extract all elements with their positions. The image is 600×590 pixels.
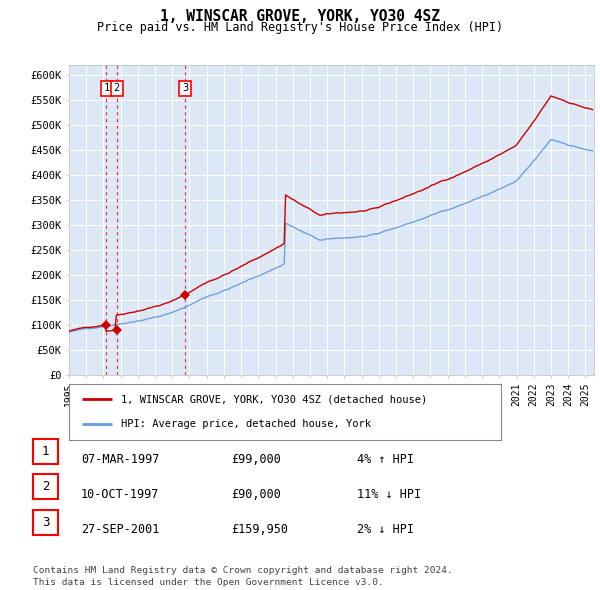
Text: 1: 1 xyxy=(42,445,49,458)
Text: 1: 1 xyxy=(103,83,109,93)
Text: 4% ↑ HPI: 4% ↑ HPI xyxy=(357,453,414,466)
Text: 3: 3 xyxy=(182,83,188,93)
Text: 1, WINSCAR GROVE, YORK, YO30 4SZ: 1, WINSCAR GROVE, YORK, YO30 4SZ xyxy=(160,9,440,24)
Text: 27-SEP-2001: 27-SEP-2001 xyxy=(81,523,160,536)
Text: 3: 3 xyxy=(42,516,49,529)
Text: 2: 2 xyxy=(42,480,49,493)
Text: 1, WINSCAR GROVE, YORK, YO30 4SZ (detached house): 1, WINSCAR GROVE, YORK, YO30 4SZ (detach… xyxy=(121,394,427,404)
Text: Price paid vs. HM Land Registry's House Price Index (HPI): Price paid vs. HM Land Registry's House … xyxy=(97,21,503,34)
Text: HPI: Average price, detached house, York: HPI: Average price, detached house, York xyxy=(121,419,371,429)
Text: 10-OCT-1997: 10-OCT-1997 xyxy=(81,488,160,501)
Text: 07-MAR-1997: 07-MAR-1997 xyxy=(81,453,160,466)
Text: 2: 2 xyxy=(114,83,120,93)
Text: £90,000: £90,000 xyxy=(231,488,281,501)
Text: 11% ↓ HPI: 11% ↓ HPI xyxy=(357,488,421,501)
Text: £99,000: £99,000 xyxy=(231,453,281,466)
Text: Contains HM Land Registry data © Crown copyright and database right 2024.
This d: Contains HM Land Registry data © Crown c… xyxy=(33,566,453,587)
Text: £159,950: £159,950 xyxy=(231,523,288,536)
Text: 2% ↓ HPI: 2% ↓ HPI xyxy=(357,523,414,536)
